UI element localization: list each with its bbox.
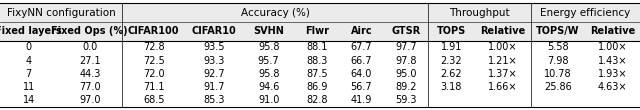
Text: 25.86: 25.86 [544,82,572,92]
Text: 1.00×: 1.00× [598,42,627,52]
Text: 86.9: 86.9 [306,82,328,92]
Text: 41.9: 41.9 [351,95,372,105]
Text: 89.2: 89.2 [395,82,417,92]
Text: 0: 0 [26,42,32,52]
Text: 97.8: 97.8 [395,56,417,65]
Text: 64.0: 64.0 [351,69,372,79]
Text: 92.7: 92.7 [204,69,225,79]
Text: 68.5: 68.5 [143,95,164,105]
Text: Energy efficiency: Energy efficiency [540,8,630,18]
Text: Accuracy (%): Accuracy (%) [241,8,310,18]
Text: 67.7: 67.7 [351,42,372,52]
Text: Throughput: Throughput [449,8,510,18]
Text: 95.8: 95.8 [258,42,280,52]
Text: 94.6: 94.6 [258,82,279,92]
Text: 59.3: 59.3 [395,95,417,105]
Text: 1.43×: 1.43× [598,56,627,65]
Text: 72.5: 72.5 [143,56,164,65]
Text: 27.1: 27.1 [79,56,100,65]
Text: 87.5: 87.5 [306,69,328,79]
Text: 4: 4 [26,56,32,65]
Text: 1.00×: 1.00× [488,42,518,52]
Text: Fixed layers: Fixed layers [0,26,62,36]
Text: 97.0: 97.0 [79,95,100,105]
Text: 56.7: 56.7 [351,82,372,92]
Bar [0,22,640,41]
Text: 7.98: 7.98 [547,56,569,65]
Text: 2.32: 2.32 [440,56,462,65]
Text: 1.93×: 1.93× [598,69,627,79]
Text: 3.18: 3.18 [441,82,462,92]
Text: 2.62: 2.62 [440,69,462,79]
Text: 95.0: 95.0 [395,69,417,79]
Text: 82.8: 82.8 [306,95,328,105]
Bar [0,3,640,22]
Text: 10.78: 10.78 [544,69,572,79]
Text: SVHN: SVHN [253,26,284,36]
Text: FixyNN configuration: FixyNN configuration [6,8,115,18]
Text: 44.3: 44.3 [79,69,100,79]
Text: 7: 7 [26,69,32,79]
Text: 95.7: 95.7 [258,56,280,65]
Text: 93.5: 93.5 [204,42,225,52]
Text: 71.1: 71.1 [143,82,164,92]
Text: 11: 11 [22,82,35,92]
Text: 95.8: 95.8 [258,69,280,79]
Text: 66.7: 66.7 [351,56,372,65]
Text: Relative: Relative [480,26,525,36]
Text: 5.58: 5.58 [547,42,569,52]
Text: 72.8: 72.8 [143,42,164,52]
Text: Airc: Airc [351,26,372,36]
Text: 1.91: 1.91 [441,42,462,52]
Text: 97.7: 97.7 [395,42,417,52]
Text: 72.0: 72.0 [143,69,164,79]
Text: 4.63×: 4.63× [598,82,627,92]
Text: Relative: Relative [590,26,636,36]
Text: GTSR: GTSR [391,26,420,36]
Text: TOPS/W: TOPS/W [536,26,580,36]
Text: 88.1: 88.1 [306,42,328,52]
Text: Fixed Ops (%): Fixed Ops (%) [51,26,128,36]
Text: 91.0: 91.0 [258,95,279,105]
Text: 1.21×: 1.21× [488,56,518,65]
Text: 0.0: 0.0 [82,42,97,52]
Text: 88.3: 88.3 [306,56,328,65]
Text: 14: 14 [22,95,35,105]
Text: CIFAR100: CIFAR100 [128,26,179,36]
Text: 1.37×: 1.37× [488,69,518,79]
Text: 77.0: 77.0 [79,82,100,92]
Text: 91.7: 91.7 [204,82,225,92]
Text: 93.3: 93.3 [204,56,225,65]
Text: TOPS: TOPS [437,26,466,36]
Text: Flwr: Flwr [305,26,329,36]
Text: 1.66×: 1.66× [488,82,518,92]
Text: 85.3: 85.3 [204,95,225,105]
Text: CIFAR10: CIFAR10 [191,26,236,36]
